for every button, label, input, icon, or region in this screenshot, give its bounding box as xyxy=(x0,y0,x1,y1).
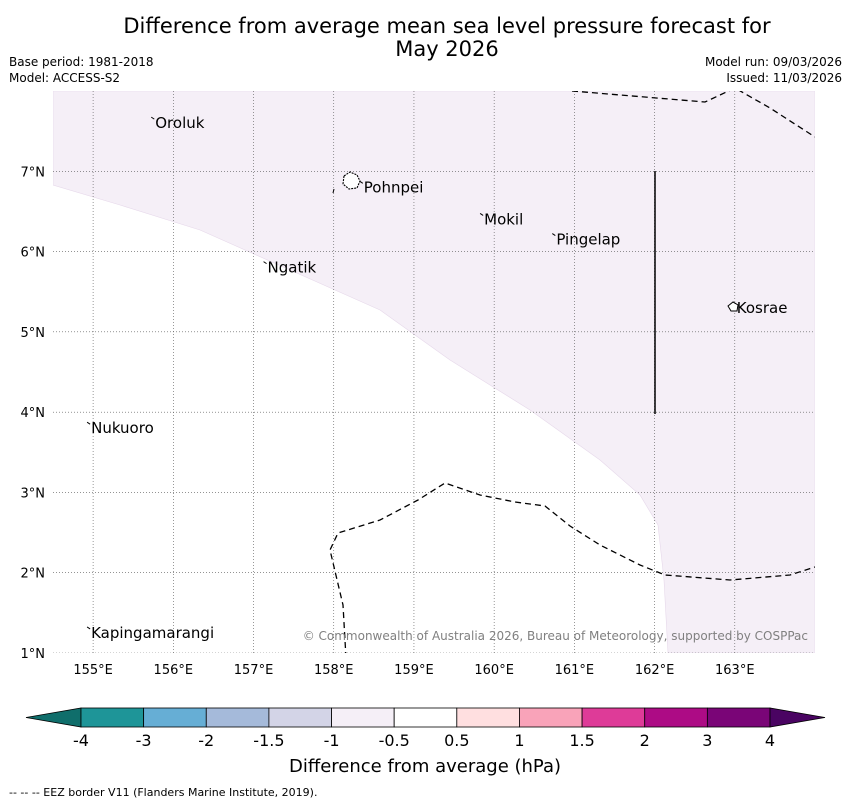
base-period: Base period: 1981-2018 xyxy=(9,55,154,69)
eez-border-south xyxy=(329,482,815,653)
colorbar-tick-label: -0.5 xyxy=(379,731,410,750)
place-marker xyxy=(552,233,556,236)
place-labels: Oroluk Pohnpei Mokil Pingelap Ngatik Kosrae Nu… xyxy=(86,114,788,642)
issued-date: Issued: 11/03/2026 xyxy=(726,71,842,85)
colorbar-tick-label: 1.5 xyxy=(569,731,594,750)
colorbar-swatch xyxy=(393,707,458,728)
map-area: Oroluk Pohnpei Mokil Pingelap Ngatik Kosrae Nu… xyxy=(53,91,815,653)
colorbar-label: Difference from average (hPa) xyxy=(289,756,561,777)
colorbar-swatch xyxy=(581,707,646,728)
place-label: Kosrae xyxy=(737,299,788,317)
kosrae-island-outline xyxy=(727,301,739,312)
colorbar-tick-label: -2 xyxy=(198,731,214,750)
place-label: Kapingamarangi xyxy=(91,624,214,642)
colorbar-swatch xyxy=(268,707,332,728)
place-marker xyxy=(732,301,737,305)
model-name: Model: ACCESS-S2 xyxy=(9,71,121,85)
colorbar-extend-low xyxy=(25,707,82,728)
colorbar-tick-label: -3 xyxy=(136,731,152,750)
colorbar-swatch xyxy=(80,707,145,728)
place-marker xyxy=(479,213,484,216)
lon-tick-label: 158°E xyxy=(314,663,354,678)
lon-tick-label: 155°E xyxy=(73,663,113,678)
colorbar-swatch xyxy=(644,707,708,728)
place-label: Pohnpei xyxy=(364,178,424,196)
colorbar-swatch xyxy=(456,707,520,728)
pohnpei-island-outline xyxy=(342,171,361,190)
lon-tick-label: 160°E xyxy=(474,663,514,678)
axis-ticks: 155°E 156°E 157°E 158°E 159°E 160°E 161°E 162°E… xyxy=(21,165,755,678)
colorbar-tick-label: -1.5 xyxy=(253,731,284,750)
eez-legend: -- -- -- EEZ border V11 (Flanders Marine… xyxy=(9,786,318,799)
lon-tick-label: 156°E xyxy=(154,663,194,678)
colorbar-tick-label: 4 xyxy=(765,731,775,750)
lat-tick-label: 7°N xyxy=(21,165,46,180)
place-label: Oroluk xyxy=(155,114,204,132)
lat-tick-label: 3°N xyxy=(21,486,46,501)
colorbar-tick-label: 1 xyxy=(514,731,524,750)
colorbar-swatch xyxy=(205,707,270,728)
colorbar-tick-label: -4 xyxy=(73,731,89,750)
place-marker xyxy=(86,421,91,425)
place-label: Pingelap xyxy=(556,231,620,249)
title-line-2: May 2026 xyxy=(395,37,499,61)
lon-tick-label: 162°E xyxy=(635,663,675,678)
place-marker xyxy=(86,626,91,630)
lat-tick-label: 1°N xyxy=(21,647,46,662)
lat-tick-label: 5°N xyxy=(21,326,46,341)
colorbar: -4 -3 -2 -1.5 -1 -0.5 0.5 1 1.5 2 3 4 xyxy=(25,707,826,750)
colorbar-swatch xyxy=(519,707,583,728)
lon-tick-label: 161°E xyxy=(555,663,595,678)
colorbar-tick-label: 2 xyxy=(640,731,650,750)
colorbar-tick-label: -1 xyxy=(324,731,340,750)
pohnpei-reef-mark xyxy=(332,188,335,194)
eez-border-north xyxy=(571,91,815,138)
lat-tick-label: 6°N xyxy=(21,246,46,261)
lon-tick-label: 159°E xyxy=(394,663,434,678)
colorbar-tick-label: 3 xyxy=(702,731,712,750)
place-label: Mokil xyxy=(484,210,523,228)
colorbar-swatch xyxy=(143,707,207,728)
lat-tick-label: 4°N xyxy=(21,406,46,421)
lat-tick-label: 2°N xyxy=(21,567,46,582)
colorbar-tick-label: 0.5 xyxy=(444,731,469,750)
colorbar-extend-high xyxy=(769,707,826,728)
place-marker xyxy=(263,261,267,265)
colorbar-swatch xyxy=(331,707,395,728)
model-run: Model run: 09/03/2026 xyxy=(704,55,842,69)
lon-tick-label: 163°E xyxy=(715,663,755,678)
title-line-1: Difference from average mean sea level p… xyxy=(123,14,771,38)
place-label: Ngatik xyxy=(268,259,317,277)
place-marker xyxy=(359,180,364,184)
lon-tick-label: 157°E xyxy=(234,663,274,678)
place-marker xyxy=(150,116,155,120)
colorbar-swatch xyxy=(706,707,771,728)
place-label: Nukuoro xyxy=(91,419,154,437)
pressure-anomaly-shading xyxy=(53,91,815,653)
copyright-notice: © Commonwealth of Australia 2026, Bureau… xyxy=(303,629,808,643)
